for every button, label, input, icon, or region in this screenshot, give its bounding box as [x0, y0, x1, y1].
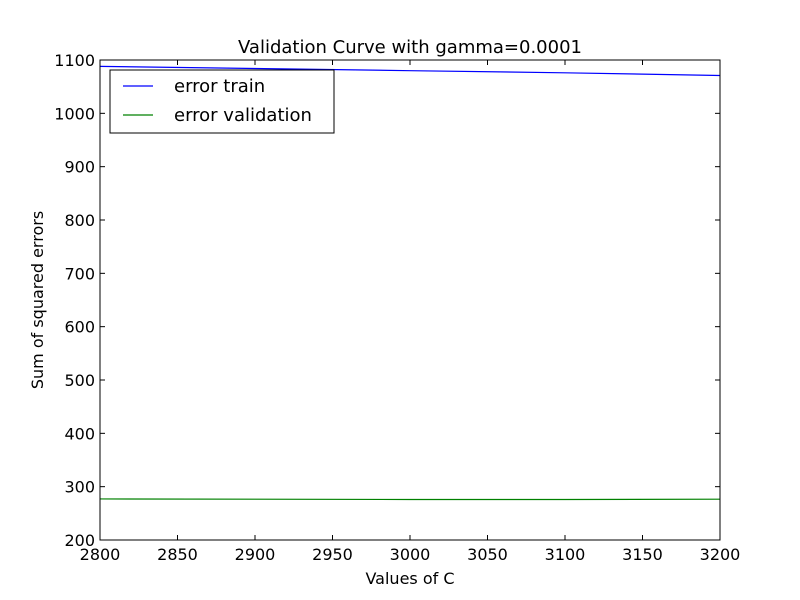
x-axis-ticks: 2800 2850 2900 2950 3000 3050 3100 3150 3200	[80, 60, 741, 564]
y-tick-label: 900	[64, 158, 95, 177]
x-tick-label: 3050	[467, 545, 508, 564]
plot-area: 2800 2850 2900 2950 3000 3050 3100 3150 3200 200…	[54, 51, 740, 564]
legend: error train error validation	[109, 69, 335, 134]
y-tick-label: 200	[64, 531, 95, 550]
x-tick-label: 3000	[390, 545, 431, 564]
y-tick-label: 300	[64, 478, 95, 497]
y-tick-label: 1000	[54, 104, 95, 123]
x-tick-label: 3200	[700, 545, 741, 564]
y-tick-label: 500	[64, 371, 95, 390]
legend-label-error-train: error train	[174, 76, 265, 97]
x-tick-label: 3150	[622, 545, 663, 564]
legend-label-error-validation: error validation	[174, 105, 312, 126]
y-tick-label: 1100	[54, 51, 95, 70]
y-tick-label: 700	[64, 264, 95, 283]
y-tick-label: 400	[64, 424, 95, 443]
x-tick-label: 2800	[80, 545, 121, 564]
series-line-error-validation	[99, 498, 721, 501]
x-axis-label: Values of C	[365, 569, 454, 588]
chart-title: Validation Curve with gamma=0.0001	[238, 37, 582, 58]
y-axis-label: Sum of squared errors	[28, 211, 47, 389]
series-group	[99, 65, 721, 501]
y-tick-label: 800	[64, 211, 95, 230]
x-tick-label: 2850	[157, 545, 198, 564]
y-tick-label: 600	[64, 318, 95, 337]
x-tick-label: 2900	[235, 545, 276, 564]
y-axis-ticks: 200 300 400 500 600 700 800 900 1000 1100	[54, 51, 720, 550]
x-tick-label: 3100	[545, 545, 586, 564]
series-line-error-train	[99, 65, 721, 77]
x-tick-label: 2950	[312, 545, 353, 564]
legend-box	[109, 69, 335, 134]
